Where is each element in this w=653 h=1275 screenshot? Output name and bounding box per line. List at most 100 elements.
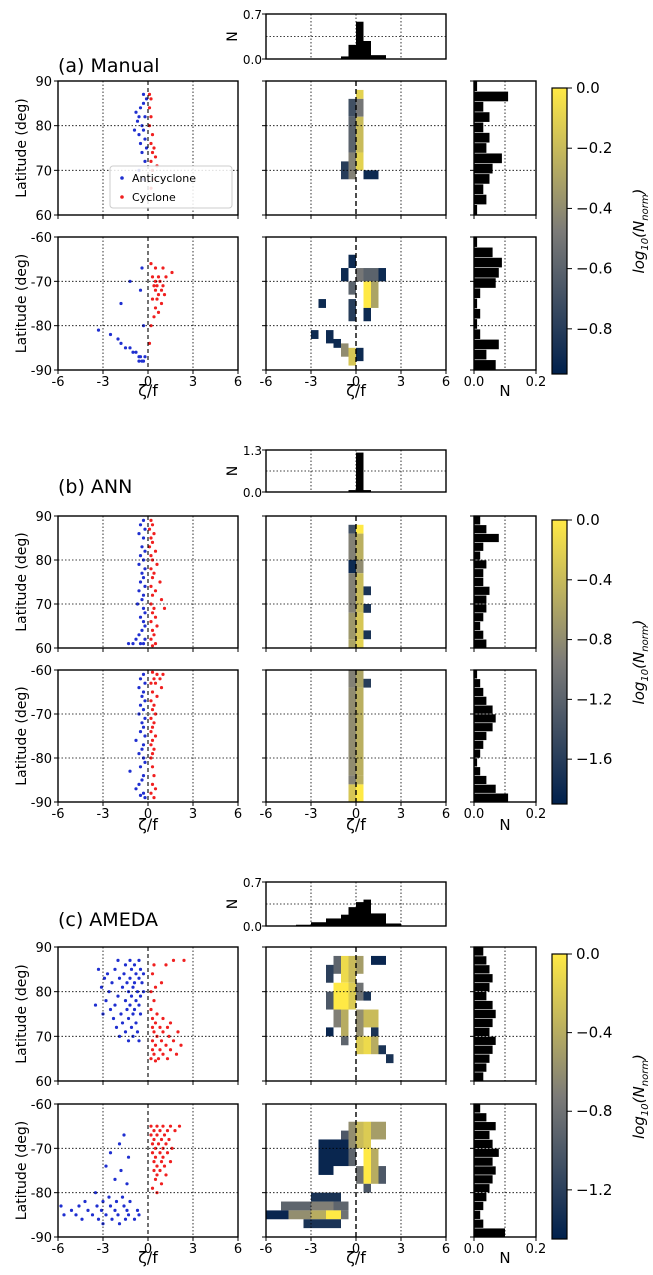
cyclone-point [158, 1151, 161, 1154]
heatmap-cell [349, 152, 357, 179]
anticyclone-point [83, 1200, 86, 1203]
ytick-label: 90 [35, 941, 52, 956]
cyclone-point [166, 1151, 169, 1154]
heatmap-cell [289, 1210, 312, 1219]
side-hist-bar [474, 248, 493, 258]
side-hist-bar [474, 732, 486, 740]
anticyclone-point [137, 133, 140, 136]
anticyclone-point [127, 1039, 130, 1042]
cyclone-point [151, 783, 154, 786]
cyclone-point [149, 97, 152, 100]
anticyclone-point [142, 519, 145, 522]
heatmap-cell [334, 339, 342, 348]
heatmap-cell [356, 784, 364, 802]
top-hist-ylabel: N [225, 899, 241, 909]
cyclone-point [151, 541, 154, 544]
top-hist-bar [356, 22, 364, 59]
heatmap-cell [364, 1148, 372, 1183]
x-axis-label: ζ/f [138, 381, 158, 400]
heatmap-cell [364, 268, 372, 281]
ytick-label: 60 [35, 642, 52, 657]
anticyclone-point [86, 1209, 89, 1212]
colorbar [552, 88, 567, 374]
anticyclone-point [127, 1213, 130, 1216]
heatmap-cell [349, 573, 357, 613]
side-hist-bar [474, 741, 483, 749]
side-hist-bar [474, 1158, 493, 1166]
heatmap-cell [319, 1139, 334, 1174]
cyclone-point [149, 699, 152, 702]
cyclone-point [152, 796, 155, 799]
anticyclone-point [140, 778, 143, 781]
side-hist-bar [474, 1037, 496, 1045]
cyclone-point [154, 1021, 157, 1024]
cyclone-point [149, 792, 152, 795]
anticyclone-point [74, 1213, 77, 1216]
cyclone-point [154, 682, 157, 685]
heatmap-cell [356, 99, 364, 117]
anticyclone-point [143, 638, 146, 641]
cyclone-point [157, 1057, 160, 1060]
cyclone-point [182, 959, 185, 962]
cyclone-point [163, 1133, 166, 1136]
cyclone-point [152, 748, 155, 751]
ytick-label: 90 [35, 75, 52, 90]
side-hist-bar [474, 956, 486, 964]
ytick-label: 80 [35, 986, 52, 1001]
colorbar-tick-label: −0.8 [576, 631, 612, 649]
anticyclone-point [142, 673, 145, 676]
heatmap-cell [364, 1184, 372, 1193]
cyclone-point [154, 1044, 157, 1047]
top-hist-bar [341, 915, 349, 926]
anticyclone-point [137, 589, 140, 592]
ytick-label: -90 [31, 364, 52, 379]
heatmap-cell [364, 170, 372, 179]
side-hist-bar [474, 1055, 490, 1063]
heatmap-cell [349, 560, 357, 573]
xtick-label: 3 [397, 375, 405, 390]
hist-xtick-label: 0.2 [526, 375, 547, 390]
cyclone-point [149, 160, 152, 163]
anticyclone-point [124, 1218, 127, 1221]
anticyclone-point [134, 111, 137, 114]
side-hist-bar [474, 1131, 490, 1139]
cyclone-point [151, 708, 154, 711]
colorbar-label: log10(Nnorm) [630, 189, 651, 274]
heatmap-cell [356, 1122, 364, 1149]
heatmap-cell [349, 117, 357, 153]
heatmap-cell [356, 573, 364, 613]
side-hist-bar [474, 195, 486, 205]
side-hist-bar [474, 329, 480, 339]
heatmap-cell [304, 1219, 342, 1228]
heatmap-cell [364, 992, 372, 1001]
colorbar-tick-label: −0.4 [576, 199, 612, 217]
cyclone-point [161, 284, 164, 287]
cyclone-point [154, 1059, 157, 1062]
cyclone-point [164, 963, 167, 966]
anticyclone-point [143, 611, 146, 614]
cyclone-point [151, 765, 154, 768]
cyclone-point [152, 315, 155, 318]
anticyclone-point [137, 532, 140, 535]
anticyclone-point [139, 730, 142, 733]
cyclone-point [157, 311, 160, 314]
anticyclone-point [143, 717, 146, 720]
cyclone-point [154, 787, 157, 790]
anticyclone-point [124, 346, 127, 349]
anticyclone-point [113, 968, 116, 971]
heatmap-cell [349, 983, 357, 1010]
anticyclone-point [143, 699, 146, 702]
anticyclone-point [124, 999, 127, 1002]
cyclone-point [152, 963, 155, 966]
ytick-label: -80 [31, 320, 52, 335]
heatmap-cell [371, 281, 379, 308]
anticyclone-point [143, 624, 146, 627]
anticyclone-point [121, 986, 124, 989]
anticyclone-point [143, 567, 146, 570]
side-hist-bar [474, 706, 493, 714]
top-hist-bar [356, 902, 364, 926]
anticyclone-point [142, 972, 145, 975]
anticyclone-point [109, 1204, 112, 1207]
heatmap-cell [341, 1036, 349, 1045]
legend-anticyclone-marker [120, 176, 124, 180]
